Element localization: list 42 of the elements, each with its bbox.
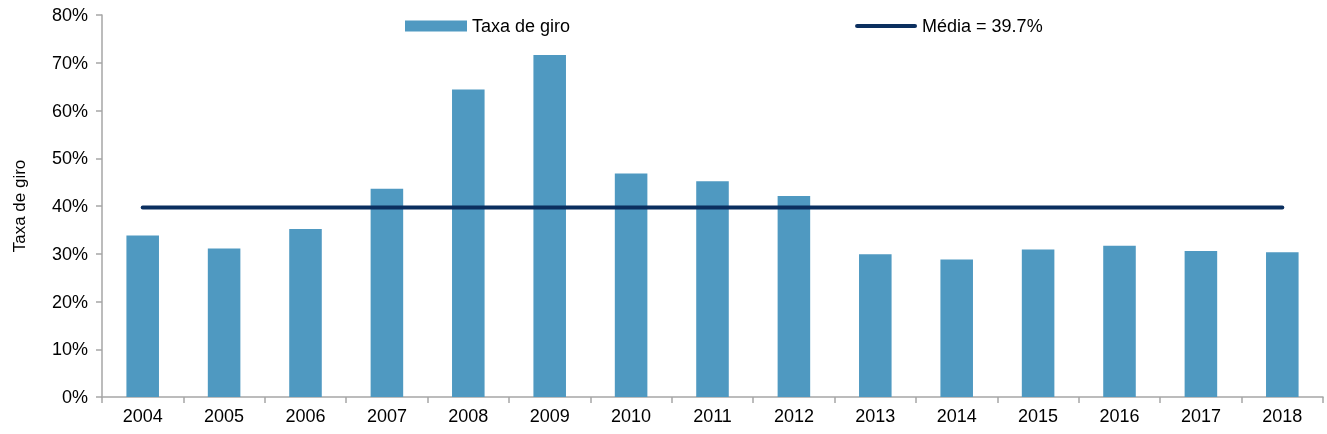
x-tick-label: 2012 (773, 406, 814, 426)
bar (207, 248, 241, 397)
x-tick-label: 2008 (448, 406, 489, 426)
bar (370, 188, 404, 397)
y-tick-label: 40% (51, 196, 88, 216)
x-tick-label: 2006 (285, 406, 326, 426)
bar (614, 173, 648, 397)
bar (1266, 252, 1299, 397)
x-tick-label: 2016 (1099, 406, 1140, 426)
bar (777, 195, 811, 397)
x-tick-label: 2017 (1180, 406, 1221, 426)
bar (533, 55, 566, 397)
x-tick-label: 2014 (936, 406, 977, 426)
y-tick-label: 20% (51, 291, 88, 312)
y-tick-label: 0% (61, 387, 88, 407)
bar (126, 235, 159, 397)
legend-label: Média = 39.7% (922, 16, 1043, 36)
bar (1184, 250, 1218, 397)
bar (1021, 249, 1055, 397)
y-tick-label: 50% (51, 148, 88, 169)
x-tick-label: 2013 (855, 406, 896, 426)
y-tick-label: 70% (51, 52, 88, 73)
y-tick-label: 60% (51, 100, 88, 121)
bar (859, 254, 892, 397)
bar (452, 89, 485, 397)
y-tick-label: 80% (51, 5, 88, 25)
bar (289, 228, 322, 397)
bar (1103, 245, 1136, 397)
y-tick-label: 30% (51, 243, 88, 264)
x-tick-label: 2005 (204, 406, 245, 426)
x-tick-label: 2015 (1018, 406, 1059, 426)
legend-label: Taxa de giro (472, 16, 571, 36)
bar (940, 259, 973, 397)
x-tick-label: 2010 (611, 406, 652, 426)
y-axis-title: Taxa de giro (10, 159, 29, 253)
bar (696, 181, 729, 397)
x-tick-label: 2018 (1262, 406, 1303, 426)
x-tick-label: 2004 (122, 406, 163, 426)
x-tick-label: 2007 (366, 406, 407, 426)
x-tick-label: 2011 (693, 406, 732, 426)
y-tick-label: 10% (51, 339, 88, 360)
x-tick-label: 2009 (529, 406, 570, 426)
